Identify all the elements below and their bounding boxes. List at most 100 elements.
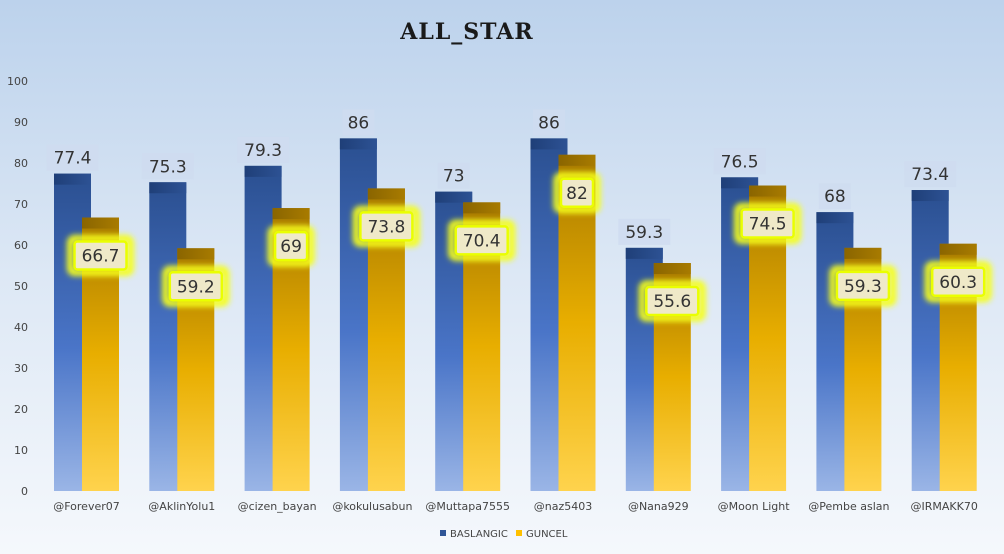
- y-tick-label: 0: [21, 485, 28, 498]
- data-label-box: [46, 144, 99, 171]
- data-label-baslangic: 86: [348, 113, 370, 133]
- data-label-baslangic: 73: [443, 167, 465, 187]
- category-label: @Nana929: [628, 500, 689, 513]
- chart-title: ALL_STAR: [399, 19, 533, 45]
- bar-top-baslangic: [54, 173, 91, 185]
- legend-swatch-baslangic: [440, 530, 446, 536]
- data-label-box: [618, 218, 671, 245]
- data-label-box: [237, 136, 290, 163]
- data-label-glow: [352, 205, 420, 247]
- data-label-baslangic: 76.5: [721, 152, 759, 172]
- category-label: @naz5403: [534, 500, 592, 513]
- y-tick-label: 90: [14, 116, 28, 129]
- data-label-group: 77.4 75.3 79.3 86 73 86 59.3 76.5 68 73.4 66.7 59.2…: [46, 109, 992, 322]
- legend: BASLANGIC GUNCEL: [440, 529, 568, 540]
- data-label-box: [168, 271, 224, 302]
- bar-top-guncel: [463, 202, 501, 214]
- data-label-glow: [734, 203, 802, 245]
- data-label-guncel: 59.3: [844, 277, 882, 297]
- data-label-box: [342, 109, 375, 136]
- data-label-glow: [924, 261, 992, 303]
- y-tick-label: 100: [7, 75, 28, 88]
- data-label-guncel: 82: [566, 184, 588, 204]
- category-label: @Moon Light: [718, 500, 791, 513]
- data-label-baslangic: 75.3: [149, 157, 187, 177]
- data-label-box: [930, 266, 986, 298]
- data-label-box: [273, 230, 309, 262]
- data-label-baslangic: 79.3: [244, 141, 282, 161]
- bar-top-baslangic: [530, 138, 568, 150]
- data-label-box: [818, 183, 851, 210]
- category-label: @AklinYolu1: [148, 500, 215, 513]
- bar-top-guncel: [558, 154, 596, 166]
- bar-top-guncel: [844, 247, 882, 259]
- bar-top-guncel: [749, 185, 787, 197]
- data-label-glow: [638, 280, 706, 322]
- data-label-baslangic: 68: [824, 187, 846, 207]
- data-label-box: [645, 285, 700, 317]
- data-label-box: [533, 109, 565, 136]
- bar-top-baslangic: [149, 182, 187, 194]
- data-label-guncel: 66.7: [82, 247, 120, 267]
- legend-label: BASLANGIC: [450, 529, 508, 540]
- data-label-guncel: 59.2: [177, 277, 215, 297]
- data-label-box: [454, 225, 509, 256]
- data-label-baslangic: 59.3: [625, 223, 663, 243]
- data-label-box: [559, 177, 595, 209]
- data-label-box: [740, 208, 795, 239]
- bar-top-baslangic: [339, 138, 377, 150]
- bar-top-guncel: [367, 188, 405, 200]
- bar-top-baslangic: [625, 247, 663, 259]
- bar-top-baslangic: [721, 177, 759, 189]
- legend-swatch-guncel: [516, 530, 522, 536]
- bar-top-baslangic: [435, 191, 473, 203]
- y-tick-label: 20: [14, 403, 28, 416]
- bar-top-baslangic: [816, 212, 854, 224]
- data-label-box: [359, 211, 414, 242]
- data-label-glow: [553, 172, 601, 214]
- data-label-box: [141, 153, 194, 180]
- category-label: @kokulusabun: [332, 500, 412, 513]
- bar-top-guncel: [653, 263, 691, 275]
- data-label-box: [904, 161, 957, 188]
- y-tick-label: 10: [14, 444, 28, 457]
- y-tick-label: 40: [14, 321, 28, 334]
- legend-label: GUNCEL: [526, 529, 568, 540]
- data-label-guncel: 69: [280, 237, 302, 257]
- data-label-baslangic: 77.4: [54, 149, 92, 169]
- category-label: @Forever07: [53, 500, 120, 513]
- bar-top-guncel: [939, 243, 977, 255]
- category-label: @IRMAKK70: [911, 500, 978, 513]
- category-label: @cizen_bayan: [238, 500, 317, 513]
- bar-top-guncel: [177, 248, 215, 260]
- data-label-glow: [67, 235, 134, 277]
- data-label-guncel: 73.8: [367, 217, 405, 237]
- data-label-guncel: 70.4: [463, 231, 501, 251]
- data-label-glow: [267, 225, 315, 267]
- data-label-glow: [162, 265, 230, 307]
- bar-top-baslangic: [244, 165, 282, 177]
- category-label: @Pembe aslan: [808, 500, 889, 513]
- data-label-baslangic: 86: [538, 113, 560, 133]
- y-tick-label: 60: [14, 239, 28, 252]
- data-label-guncel: 74.5: [749, 215, 787, 235]
- data-label-box: [437, 162, 470, 189]
- y-axis: 0 10 20 30 40 50 60 70 80 90 100: [7, 75, 28, 498]
- bar-top-baslangic: [911, 190, 949, 202]
- data-label-baslangic: 73.4: [911, 165, 949, 185]
- bar-top-guncel: [82, 217, 119, 229]
- data-label-box: [713, 148, 766, 175]
- data-label-box: [835, 270, 891, 302]
- y-tick-label: 50: [14, 280, 28, 293]
- data-label-guncel: 55.6: [653, 292, 691, 312]
- data-label-box: [73, 240, 128, 271]
- category-label: @Muttapa7555: [425, 500, 510, 513]
- y-tick-label: 30: [14, 362, 28, 375]
- data-label-glow: [829, 265, 897, 307]
- data-label-guncel: 60.3: [939, 273, 977, 293]
- y-tick-label: 70: [14, 198, 28, 211]
- x-axis: @Forever07 @AklinYolu1 @cizen_bayan @kokulu…: [53, 500, 978, 513]
- data-label-glow: [448, 219, 516, 261]
- bar-top-guncel: [272, 208, 310, 220]
